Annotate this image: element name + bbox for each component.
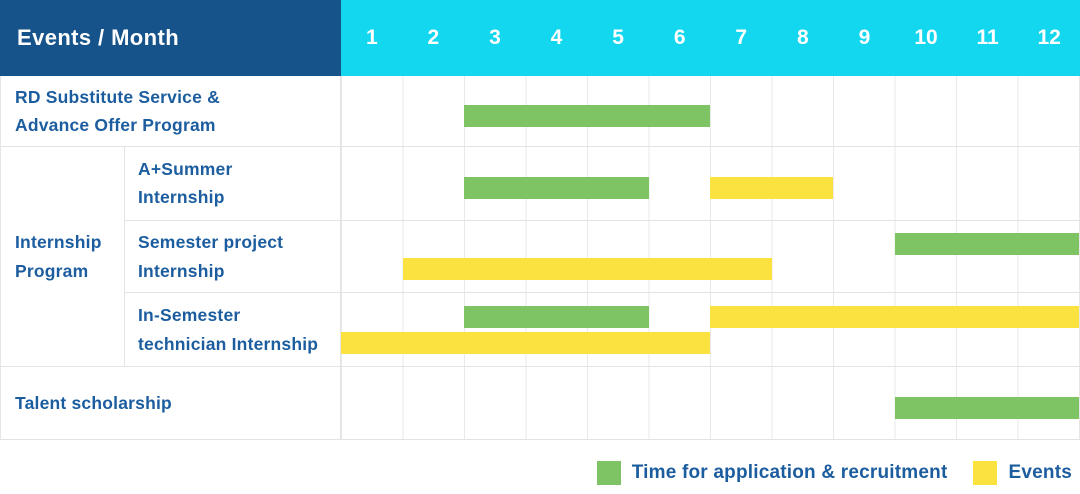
gantt-table: Events / Month 1 2 3 4 5 6 7 8 9 10 11 12 RD Substi…	[0, 0, 1080, 440]
row-label-line: Semester project	[138, 232, 284, 253]
row-label-line: RD Substitute Service &	[15, 86, 220, 107]
month-label: 4	[550, 26, 563, 49]
chart-area-a-summer	[341, 147, 1079, 220]
row-semester-project-internship: Semester project Internship	[125, 220, 1079, 294]
month-label: 7	[735, 26, 748, 49]
row-label-line: Talent scholarship	[15, 392, 172, 413]
month-label: 12	[1037, 26, 1061, 49]
row-label-a-summer: A+Summer Internship	[125, 147, 341, 220]
legend-label-events: Events	[1008, 462, 1072, 483]
green-bar	[894, 232, 1079, 255]
row-label-line: Internship	[138, 187, 225, 208]
yellow-bar	[402, 258, 772, 281]
yellow-bar	[710, 305, 1079, 328]
row-rd-substitute: RD Substitute Service & Advance Offer Pr…	[1, 76, 1079, 147]
row-label-line: Internship	[138, 260, 225, 281]
green-swatch-icon	[596, 461, 621, 485]
yellow-swatch-icon	[973, 461, 998, 485]
month-header: 1 2 3 4 5 6 7 8 9 10 11 12	[341, 0, 1080, 76]
row-label-line: A+Summer	[138, 158, 233, 179]
legend-item-events: Events	[973, 461, 1072, 485]
chart-area-talent-scholarship	[341, 367, 1079, 439]
row-label-rd-substitute: RD Substitute Service & Advance Offer Pr…	[1, 76, 341, 146]
row-label-line: In-Semester	[138, 305, 241, 326]
legend-item-application: Time for application & recruitment	[596, 461, 948, 485]
month-label: 9	[858, 26, 871, 49]
green-bar	[464, 305, 649, 328]
group-label-internship-program: Internship Program	[1, 147, 125, 366]
yellow-bar	[710, 177, 833, 200]
row-group-internship-program: Internship Program A+Summer Internship S…	[1, 147, 1079, 367]
legend: Time for application & recruitment Event…	[0, 440, 1080, 494]
row-in-semester-internship: In-Semester technician Internship	[125, 293, 1079, 367]
green-bar	[464, 177, 649, 200]
row-talent-scholarship: Talent scholarship	[1, 367, 1079, 440]
row-label-line: Advance Offer Program	[15, 115, 216, 135]
group-label-line: Internship	[15, 232, 102, 253]
row-label-line: technician Internship	[138, 333, 319, 354]
row-label-semester-project: Semester project Internship	[125, 220, 341, 293]
row-label-in-semester: In-Semester technician Internship	[125, 293, 341, 367]
chart-area-in-semester	[341, 293, 1079, 367]
month-label: 5	[612, 26, 624, 49]
chart-area-rd-substitute	[341, 76, 1079, 146]
header-title: Events / Month	[17, 25, 180, 50]
month-label: 3	[489, 26, 501, 49]
internship-sub-rows: A+Summer Internship Semester project Int…	[125, 147, 1079, 367]
month-label: 8	[796, 26, 809, 49]
month-label: 10	[914, 26, 938, 49]
row-a-summer-internship: A+Summer Internship	[125, 147, 1079, 221]
green-bar	[464, 104, 710, 127]
yellow-bar	[341, 331, 710, 354]
legend-label-application: Time for application & recruitment	[631, 462, 948, 483]
month-label: 6	[673, 26, 686, 49]
green-bar	[894, 397, 1079, 420]
row-label-talent-scholarship: Talent scholarship	[1, 367, 341, 439]
header-title-cell: Events / Month	[0, 0, 341, 76]
group-label-line: Program	[15, 260, 89, 281]
table-header: Events / Month 1 2 3 4 5 6 7 8 9 10 11 12	[0, 0, 1080, 76]
chart-area-semester-project	[341, 220, 1079, 293]
month-label: 2	[427, 26, 440, 49]
month-label: 11	[976, 26, 999, 49]
month-label: 1	[365, 26, 378, 49]
table-body: RD Substitute Service & Advance Offer Pr…	[0, 76, 1080, 440]
